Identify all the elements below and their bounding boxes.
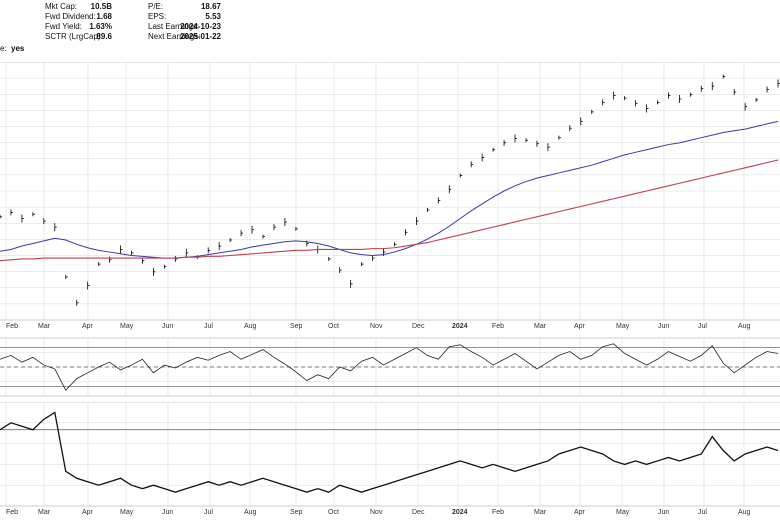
info-label: EPS: <box>148 12 167 21</box>
info-cut-value: yes <box>11 44 25 53</box>
x-tick-label: Mar <box>38 509 51 516</box>
x-tick-label: Aug <box>244 509 257 516</box>
x-tick-label: 2024 <box>452 323 468 330</box>
x-tick-label: Oct <box>328 509 339 516</box>
info-label: SCTR (LrgCap): <box>45 32 103 41</box>
x-tick-label: Jul <box>204 323 213 330</box>
x-tick-label: Jun <box>162 323 173 330</box>
info-cut-label: e: <box>0 44 7 53</box>
price-chart: Feb Mar Apr May Jun Jul Aug Sep Oct Nov Dec 2024 Feb… <box>0 61 780 330</box>
x-tick-label: Dec <box>412 509 425 516</box>
oscillator-chart: FebMarAprMayJunJulAugSepOctNovDec2024Feb… <box>0 337 780 408</box>
x-tick-label: Aug <box>738 323 751 330</box>
x-tick-label: Jun <box>162 509 173 516</box>
x-tick-label: Apr <box>82 323 94 330</box>
x-tick-label: Mar <box>534 323 547 330</box>
x-tick-label: Oct <box>328 323 339 330</box>
series-line <box>0 411 779 493</box>
x-tick-label: May <box>616 509 630 516</box>
info-value: 1.68 <box>96 12 112 21</box>
info-value: 10.5B <box>90 2 112 11</box>
x-tick-label: Jul <box>204 509 213 516</box>
x-tick-label: Apr <box>574 323 586 330</box>
x-tick-label: May <box>616 323 630 330</box>
x-tick-label: Apr <box>574 509 586 516</box>
info-label: Fwd Yield: <box>45 22 82 31</box>
x-tick-label: May <box>120 509 134 516</box>
relative-chart: Feb Mar Apr May Jun Jul Aug Sep Oct Nov Dec 2024 Feb… <box>0 401 780 516</box>
series-line <box>0 343 779 391</box>
x-tick-label: Feb <box>6 323 18 330</box>
series-line <box>0 120 779 259</box>
info-label: Mkt Cap: <box>45 2 78 11</box>
x-tick-label: Jul <box>698 509 707 516</box>
x-tick-label: Jul <box>698 323 707 330</box>
x-tick-label: Mar <box>534 509 547 516</box>
info-header: e: yes Mkt Cap: 10.5B Fwd Dividend: 1.68 Fwd… <box>0 0 780 62</box>
x-tick-label: Dec <box>412 323 425 330</box>
info-value: 89.6 <box>96 32 112 41</box>
x-tick-label: Nov <box>370 323 383 330</box>
x-tick-label: Mar <box>38 323 51 330</box>
relative-panel: Feb Mar Apr May Jun Jul Aug Sep Oct Nov Dec 2024 Feb… <box>0 401 780 516</box>
info-label: Fwd Dividend: <box>45 12 96 21</box>
x-tick-label: Aug <box>738 509 751 516</box>
x-tick-label: Sep <box>290 323 303 330</box>
info-label: Last Earnings: <box>148 22 200 31</box>
series-line <box>0 159 779 262</box>
x-tick-label: Apr <box>82 509 94 516</box>
info-value: 2025-01-22 <box>180 32 221 41</box>
x-tick-label: Aug <box>244 323 257 330</box>
x-tick-label: 2024 <box>452 509 468 516</box>
info-value: 2024-10-23 <box>180 22 221 31</box>
x-tick-label: Jun <box>658 323 669 330</box>
x-tick-label: Nov <box>370 509 383 516</box>
x-tick-label: Feb <box>492 509 504 516</box>
info-value: 1.63% <box>89 22 112 31</box>
x-tick-label: Jun <box>658 509 669 516</box>
x-tick-label: May <box>120 323 134 330</box>
oscillator-panel: FebMarAprMayJunJulAugSepOctNovDec2024Feb… <box>0 336 780 408</box>
info-label: P/E: <box>148 2 164 11</box>
info-value: 18.67 <box>200 2 221 11</box>
x-tick-label: Feb <box>6 509 18 516</box>
x-tick-label: Sep <box>290 509 303 516</box>
info-label: Next Earnings: <box>148 32 201 41</box>
price-panel: Feb Mar Apr May Jun Jul Aug Sep Oct Nov Dec 2024 Feb… <box>0 61 780 330</box>
x-tick-label: Feb <box>492 323 504 330</box>
info-value: 5.53 <box>205 12 221 21</box>
